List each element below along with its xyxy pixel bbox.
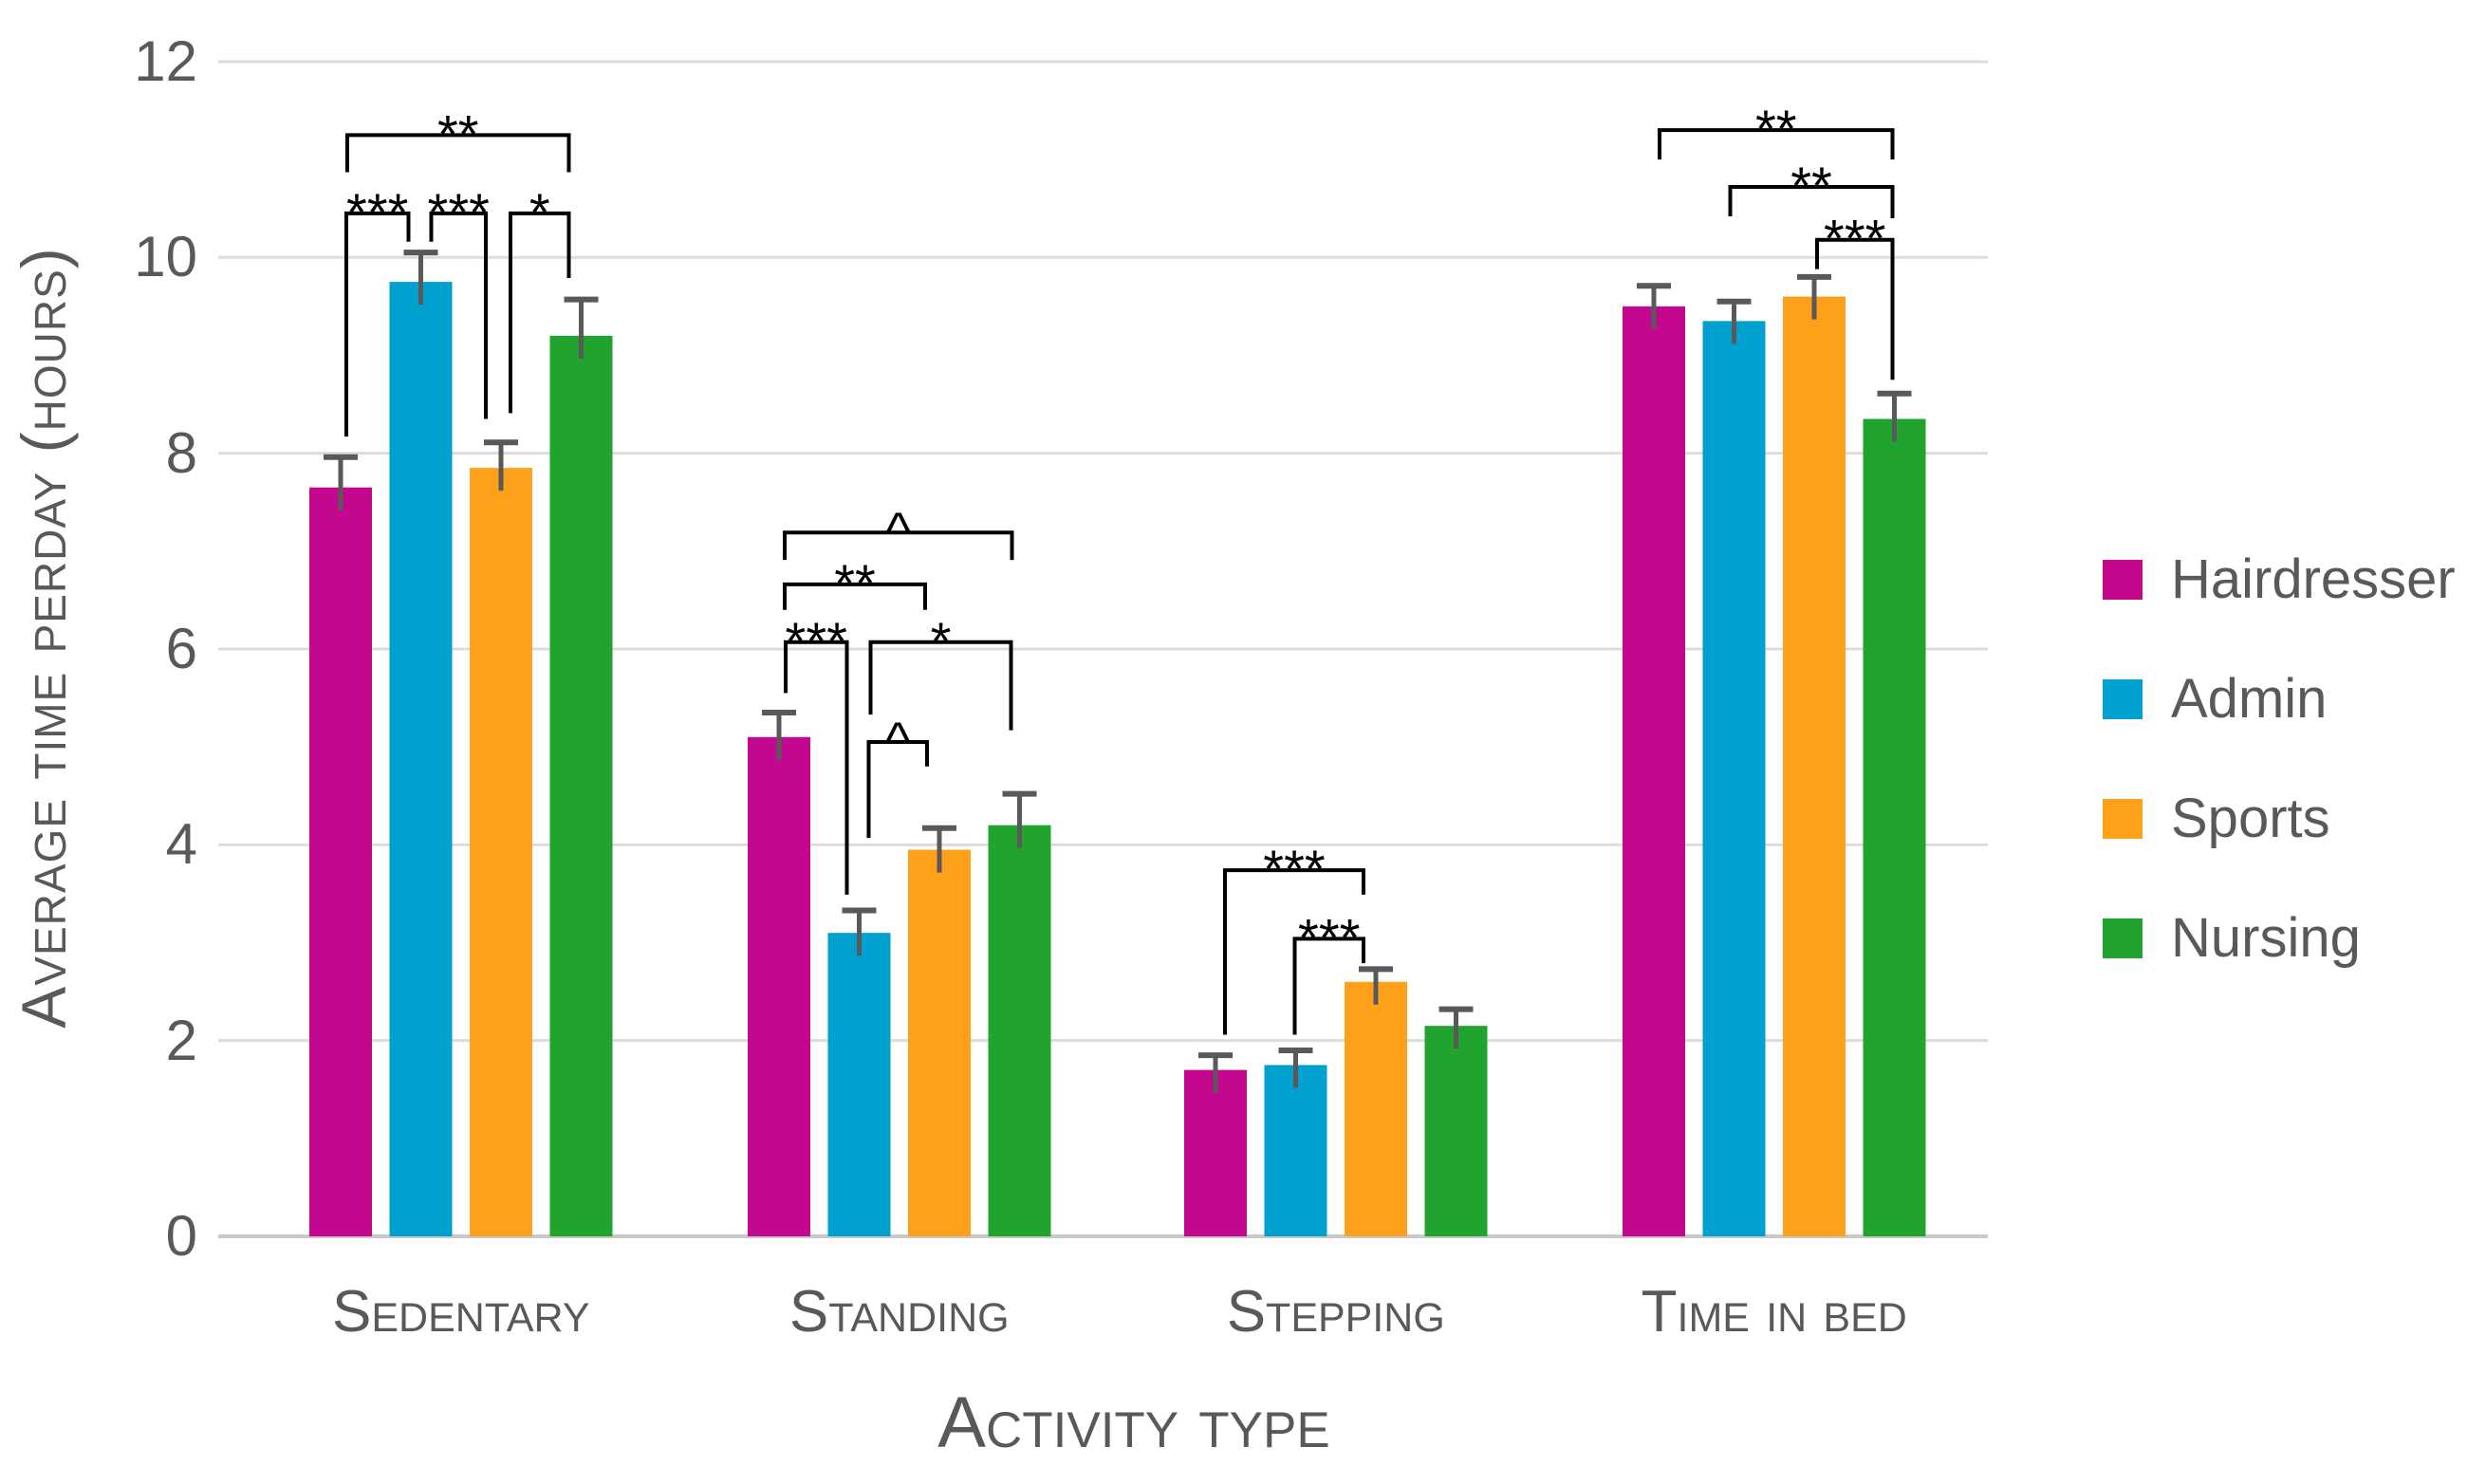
significance-label: * xyxy=(931,611,952,671)
bar-nursing-time-in-bed xyxy=(1863,418,1926,1236)
significance-bracket xyxy=(783,582,927,610)
bar-admin-sedentary xyxy=(389,282,453,1236)
bar-admin-time-in-bed xyxy=(1702,321,1766,1237)
x-axis-title: Activity type xyxy=(937,1382,1330,1463)
y-tick-label: 4 xyxy=(165,812,197,877)
significance-bracket xyxy=(1658,128,1895,160)
legend-item-nursing: Nursing xyxy=(2103,911,2456,966)
bar-hairdresser-sedentary xyxy=(309,487,372,1236)
bar-nursing-standing xyxy=(988,825,1051,1236)
significance-label: *** xyxy=(1824,209,1885,269)
significance-bracket xyxy=(429,211,488,419)
significance-label: * xyxy=(529,182,550,242)
significance-label: ^ xyxy=(885,711,910,770)
significance-label: *** xyxy=(1298,907,1360,967)
y-tick-label: 12 xyxy=(134,28,197,93)
significance-label: ** xyxy=(437,103,479,163)
bar-admin-standing xyxy=(827,933,891,1236)
bar-hairdresser-time-in-bed xyxy=(1623,306,1685,1236)
significance-bracket xyxy=(1728,185,1895,219)
legend-label: Sports xyxy=(2171,788,2330,849)
significance-bracket xyxy=(866,739,929,839)
significance-label: ^ xyxy=(886,501,911,561)
significance-bracket xyxy=(1223,868,1365,1035)
nursing-swatch-icon xyxy=(2103,918,2143,958)
bar-sports-standing xyxy=(908,849,971,1236)
significance-label: ** xyxy=(1755,99,1797,158)
significance-bracket xyxy=(345,133,571,173)
y-axis-title: Average time perday (hours) xyxy=(9,247,79,1029)
legend-label: Nursing xyxy=(2171,907,2361,969)
bar-sports-stepping xyxy=(1345,981,1407,1236)
bar-hairdresser-standing xyxy=(748,736,810,1236)
significance-bracket xyxy=(344,211,411,437)
significance-bracket xyxy=(868,640,1013,731)
significance-bracket xyxy=(784,640,849,895)
hairdresser-swatch-icon xyxy=(2103,560,2143,600)
significance-label: *** xyxy=(346,182,408,242)
bar-nursing-sedentary xyxy=(549,335,613,1236)
legend-item-admin: Admin xyxy=(2103,672,2456,727)
significance-bracket xyxy=(783,530,1014,561)
category-label-time-in-bed: Time in bed xyxy=(1641,1279,1907,1345)
legend: Hairdresser Admin Sports Nursing xyxy=(2103,552,2456,966)
significance-label: ** xyxy=(834,553,876,613)
sports-swatch-icon xyxy=(2103,799,2143,839)
significance-bracket xyxy=(1815,237,1895,380)
significance-label: ** xyxy=(1790,156,1832,215)
bar-admin-stepping xyxy=(1264,1065,1327,1236)
bar-sports-sedentary xyxy=(470,468,532,1237)
significance-label: *** xyxy=(786,611,847,671)
bar-sports-time-in-bed xyxy=(1783,296,1846,1236)
category-label-sedentary: Sedentary xyxy=(331,1279,590,1345)
category-label-standing: Standing xyxy=(788,1279,1010,1345)
legend-label: Admin xyxy=(2171,668,2328,730)
legend-item-sports: Sports xyxy=(2103,791,2456,846)
y-tick-label: 6 xyxy=(165,616,197,680)
bar-hairdresser-stepping xyxy=(1184,1069,1247,1236)
significance-label: *** xyxy=(1263,839,1325,899)
significance-bracket xyxy=(1292,937,1365,1035)
significance-bracket xyxy=(509,211,571,414)
y-tick-label: 8 xyxy=(165,420,197,485)
bar-nursing-stepping xyxy=(1424,1026,1488,1236)
y-tick-label: 0 xyxy=(165,1204,197,1268)
y-tick-label: 10 xyxy=(134,225,197,289)
y-tick-label: 2 xyxy=(165,1008,197,1072)
legend-label: Hairdresser xyxy=(2171,548,2456,610)
significance-label: *** xyxy=(428,182,490,242)
category-label-stepping: Stepping xyxy=(1226,1279,1445,1345)
legend-item-hairdresser: Hairdresser xyxy=(2103,552,2456,607)
admin-swatch-icon xyxy=(2103,679,2143,719)
